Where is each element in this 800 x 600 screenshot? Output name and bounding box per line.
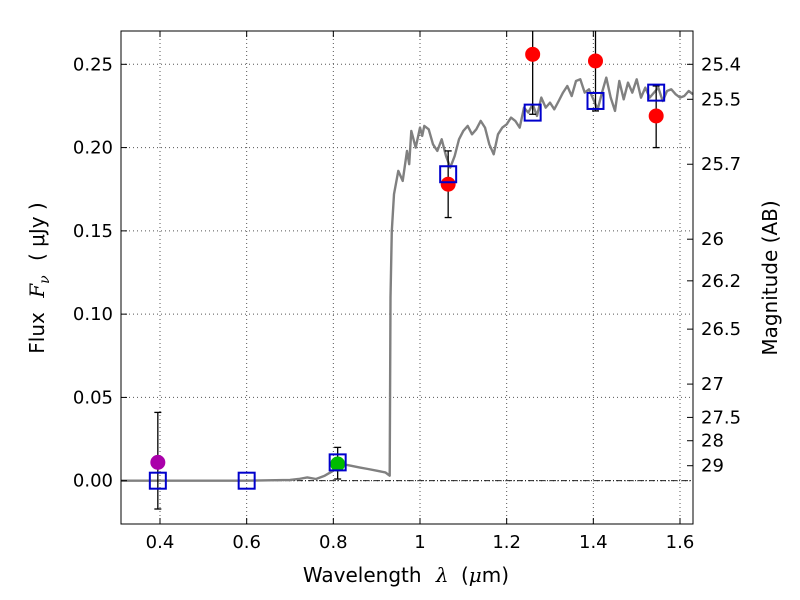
observed-point — [588, 53, 603, 69]
model-photometry-square — [148, 471, 167, 490]
x-tick-label: 0.6 — [232, 532, 261, 553]
y-tick-label: 0.00 — [73, 471, 113, 492]
observed-point — [525, 46, 541, 62]
observed-point — [440, 176, 456, 192]
x-axis-unit-rest: m) — [482, 563, 509, 587]
magnitude-tick-labels: 25.4 25.5 25.7 26 26.2 26.5 27 27.5 28 29 — [701, 54, 741, 476]
magnitude-tick-label: 28 — [701, 431, 724, 452]
magnitude-tick-label: 25.4 — [701, 54, 741, 75]
magnitude-tick-label: 29 — [701, 456, 724, 477]
y-tick-label: 0.15 — [73, 221, 113, 242]
model-spectrum — [121, 76, 694, 482]
x-tick-label: 0.4 — [146, 532, 175, 553]
model-photometry-square — [586, 91, 605, 110]
y-tick-label: 0.25 — [73, 54, 113, 75]
y-axis-unit: ( μJy ) — [25, 202, 49, 261]
model-photometry-square — [237, 471, 256, 490]
observed-point — [150, 454, 166, 470]
y-axis-label: Flux Fν ( μJy ) — [25, 202, 54, 353]
magnitude-tick-label: 25.5 — [701, 89, 741, 110]
y-axis-subscript: ν — [37, 275, 53, 284]
x-tick-label: 1.2 — [492, 532, 521, 553]
x-axis-unit-open: ( — [461, 563, 469, 587]
y-tick-label: 0.05 — [73, 387, 113, 408]
model-photometry-squares — [148, 83, 666, 490]
observed-points — [150, 46, 664, 472]
y-tick-labels: 0.00 0.05 0.10 0.15 0.20 0.25 — [73, 54, 113, 491]
x-tick-label: 1.6 — [666, 532, 695, 553]
magnitude-tick-label: 26 — [701, 229, 724, 250]
x-tick-label: 0.8 — [319, 532, 348, 553]
model-photometry-square — [328, 453, 347, 472]
x-axis-lambda: λ — [435, 563, 449, 587]
x-tick-label: 1 — [414, 532, 425, 553]
magnitude-tick-label: 27.5 — [701, 407, 741, 428]
magnitude-tick-label: 26.5 — [701, 319, 741, 340]
x-tick-label: 1.4 — [579, 532, 608, 553]
x-tick-labels: 0.4 0.6 0.8 1 1.2 1.4 1.6 — [146, 532, 695, 553]
magnitude-tick-label: 27 — [701, 374, 724, 395]
magnitude-tick-label: 26.2 — [701, 271, 741, 292]
observed-point — [648, 108, 664, 124]
model-photometry-square — [647, 83, 666, 102]
axis-ticks — [121, 31, 693, 524]
y-tick-label: 0.20 — [73, 138, 113, 159]
plot-frame — [120, 30, 694, 525]
model-photometry-square — [523, 103, 542, 122]
magnitude-tick-label: 25.7 — [701, 154, 741, 175]
x-axis-label: Wavelength λ (μm) — [303, 563, 509, 587]
y-tick-label: 0.10 — [73, 304, 113, 325]
observed-point — [330, 456, 346, 472]
y-axis-symbol: F — [25, 283, 49, 299]
model-spectrum-line — [121, 76, 694, 482]
model-photometry-square — [439, 165, 458, 184]
x-axis-label-text: Wavelength — [303, 563, 422, 587]
x-axis-unit-mu: μ — [469, 563, 482, 587]
y-axis-label-text: Flux — [25, 312, 49, 354]
right-axis-label: Magnitude (AB) — [758, 200, 782, 355]
